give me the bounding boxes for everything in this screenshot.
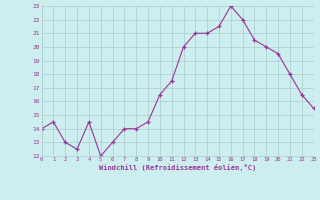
X-axis label: Windchill (Refroidissement éolien,°C): Windchill (Refroidissement éolien,°C) [99, 164, 256, 171]
